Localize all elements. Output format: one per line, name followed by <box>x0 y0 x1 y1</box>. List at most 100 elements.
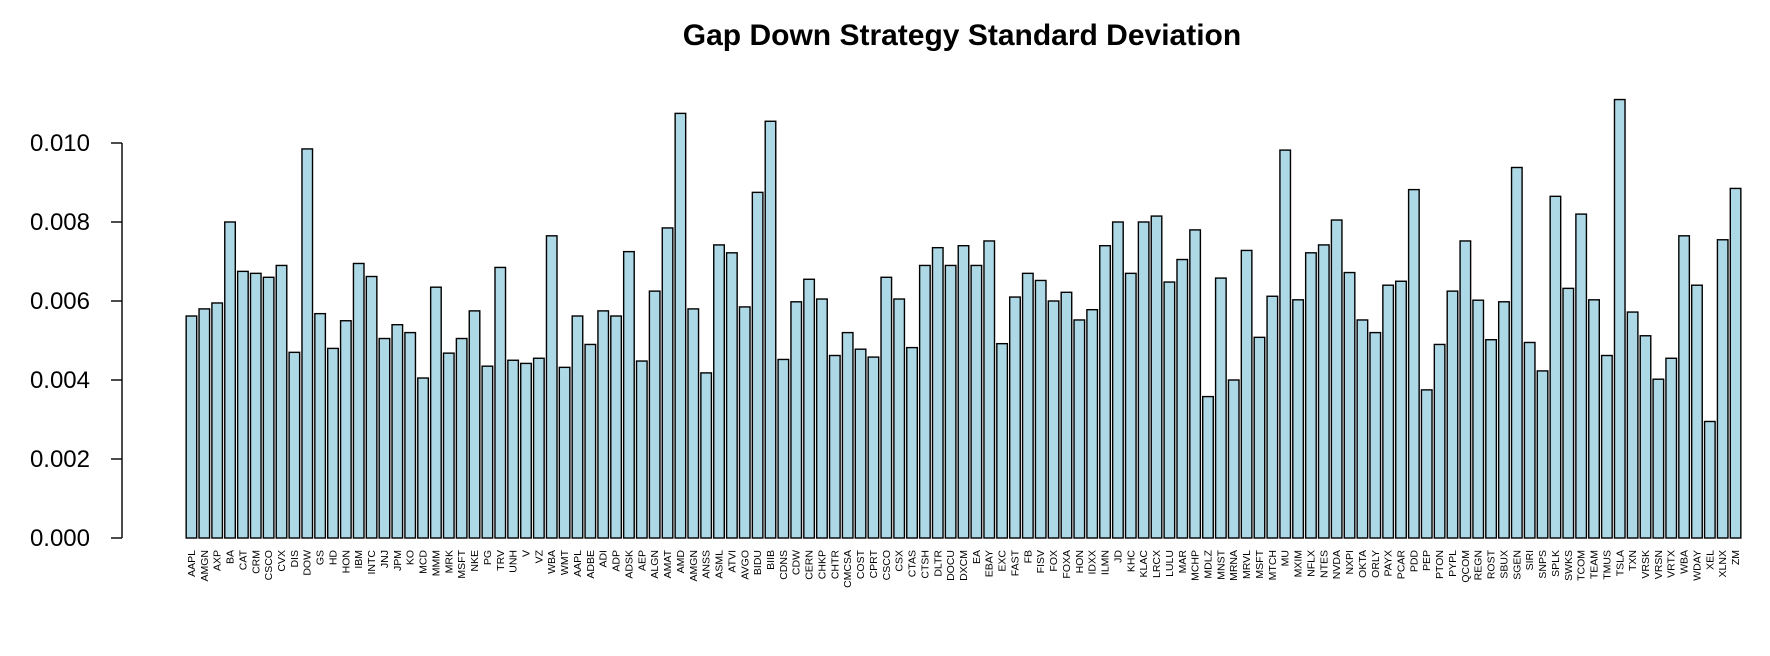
bar <box>1150 215 1163 539</box>
x-tick-label: MNST <box>1215 549 1227 579</box>
bar <box>764 120 777 539</box>
bar <box>1459 240 1472 539</box>
x-tick-label: SGEN <box>1511 550 1523 580</box>
bar <box>352 262 365 539</box>
x-tick-label: TRV <box>495 550 507 571</box>
x-tick-label: MXIM <box>1293 550 1305 577</box>
x-tick-label: AMGN <box>199 550 211 582</box>
x-tick-label: MSFT <box>1254 549 1266 578</box>
x-tick-labels: AAPL AMGN AXP BA CAT CRM CSCO CVX DIS DOW GS HD HON I… <box>186 549 1742 588</box>
x-tick-label: MSFT <box>456 549 468 578</box>
bar <box>1497 301 1510 539</box>
bar <box>442 352 455 539</box>
bar <box>198 308 211 539</box>
bar <box>738 306 751 539</box>
x-tick-label: V <box>521 550 533 557</box>
x-tick-label: CHKP <box>816 550 828 579</box>
bar <box>1600 354 1613 539</box>
bar <box>1356 319 1369 539</box>
bar <box>314 312 327 539</box>
bar <box>713 244 725 539</box>
x-tick-label: BIDU <box>752 550 764 575</box>
bar <box>1227 379 1240 539</box>
bar <box>1189 229 1202 539</box>
x-tick-label: GS <box>315 550 327 565</box>
bar <box>1729 187 1742 539</box>
x-tick-label: ALGN <box>649 550 661 579</box>
x-tick-label: PEP <box>1421 550 1433 571</box>
x-tick-label: INTC <box>366 550 378 575</box>
bar <box>1562 287 1575 539</box>
bar <box>378 337 391 539</box>
x-tick-label: FB <box>1022 550 1034 563</box>
bar <box>751 191 764 539</box>
x-tick-label: MDLZ <box>1202 549 1214 578</box>
bar <box>288 351 301 539</box>
bar <box>1446 290 1459 539</box>
bar <box>1176 258 1189 539</box>
bar <box>1665 357 1678 539</box>
x-tick-label: ADP <box>611 550 623 572</box>
x-tick-label: MCD <box>418 550 430 574</box>
x-tick-label: QCOM <box>1460 550 1472 583</box>
x-tick-label: UNH <box>508 550 520 573</box>
bar <box>622 250 635 539</box>
x-tick-label: MRVL <box>1241 550 1253 579</box>
x-tick-label: TEAM <box>1589 550 1601 579</box>
bar <box>1009 296 1021 539</box>
bar <box>327 347 339 539</box>
x-tick-label: VRTX <box>1666 550 1678 578</box>
bar <box>1716 239 1729 539</box>
bar <box>841 331 854 539</box>
x-tick-label: TMUS <box>1601 550 1613 580</box>
y-tick-label: 0.008 <box>30 209 90 236</box>
bar <box>1575 213 1588 539</box>
bar <box>1292 299 1305 539</box>
bar <box>983 240 996 539</box>
x-tick-label: TCOM <box>1576 550 1588 581</box>
bar <box>1317 244 1330 539</box>
x-tick-label: MRNA <box>1228 550 1240 581</box>
bar <box>1613 98 1626 539</box>
bar <box>1472 299 1485 539</box>
x-tick-label: KHC <box>1125 550 1137 573</box>
bar <box>571 315 584 539</box>
x-tick-label: BIIB <box>765 550 777 570</box>
bar <box>906 346 919 539</box>
bar <box>1266 295 1279 539</box>
chart-title: Gap Down Strategy Standard Deviation <box>683 19 1241 52</box>
bar <box>1407 188 1420 539</box>
x-tick-label: TXN <box>1627 550 1639 571</box>
x-tick-label: JNJ <box>379 550 391 568</box>
x-tick-label: WMT <box>559 549 571 575</box>
bar <box>1304 252 1317 539</box>
bar <box>1369 331 1382 539</box>
x-tick-label: REGN <box>1473 550 1485 580</box>
x-tick-label: NFLX <box>1305 550 1317 577</box>
x-tick-label: CSX <box>894 550 906 572</box>
x-tick-label: HD <box>327 550 339 566</box>
y-tick-label: 0.004 <box>30 367 90 394</box>
x-tick-label: VRSK <box>1640 550 1652 579</box>
bar <box>1588 299 1600 539</box>
x-tick-label: TSLA <box>1614 550 1626 576</box>
bar <box>532 357 545 539</box>
y-axis: 0.000 0.002 0.004 0.006 0.008 0.010 <box>30 130 123 552</box>
x-tick-label: NVDA <box>1331 550 1343 579</box>
bar <box>1086 308 1099 539</box>
x-tick-label: MCHP <box>1190 550 1202 581</box>
bar <box>931 246 944 539</box>
bar <box>597 310 610 539</box>
x-tick-label: AXP <box>212 550 224 571</box>
bar <box>1652 378 1665 539</box>
x-tick-label: CERN <box>804 550 816 580</box>
x-tick-label: SWKS <box>1563 550 1575 581</box>
x-tick-label: CPRT <box>868 549 880 578</box>
bar <box>494 266 507 539</box>
x-tick-label: MRK <box>443 550 455 573</box>
bar <box>507 359 520 539</box>
x-tick-label: AAPL <box>572 550 584 577</box>
x-tick-label: CMCSA <box>842 550 854 588</box>
bar <box>635 360 648 539</box>
